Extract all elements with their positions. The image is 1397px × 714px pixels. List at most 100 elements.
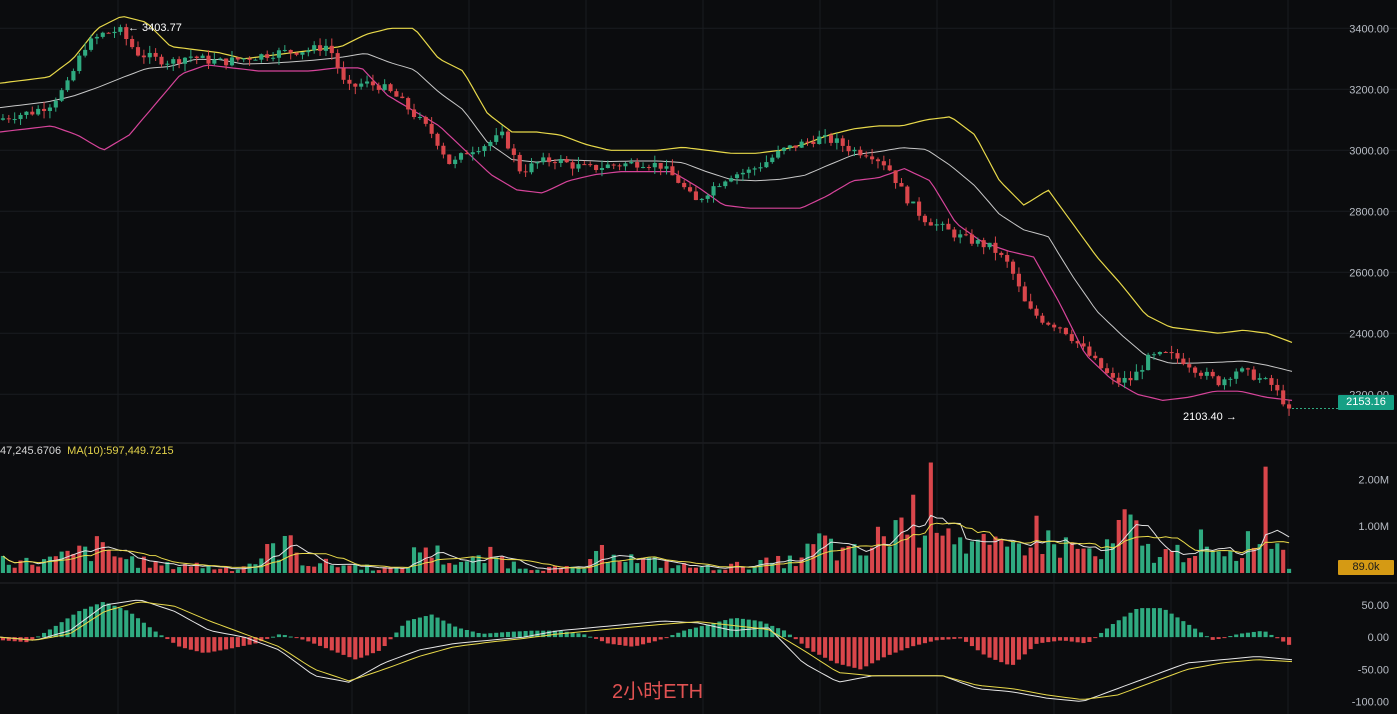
candle-body — [53, 100, 58, 108]
volume-bar — [335, 567, 340, 573]
volume-bar — [1069, 542, 1074, 573]
bollinger-lower-line — [0, 64, 1293, 402]
macd-histogram-bar — [776, 628, 781, 638]
volume-bar — [570, 566, 575, 573]
macd-histogram-bar — [1287, 637, 1292, 645]
candle-body — [1093, 355, 1098, 359]
macd-histogram-bar — [200, 637, 205, 653]
volume-bar — [1187, 558, 1192, 573]
candle-body — [705, 195, 710, 199]
candle-body — [476, 151, 481, 153]
macd-histogram-bar — [975, 637, 980, 651]
volume-bar — [206, 565, 211, 573]
candle-body — [1134, 371, 1139, 381]
volume-bar — [1151, 562, 1157, 573]
volume-bar — [294, 552, 299, 573]
candle-body — [88, 38, 94, 50]
macd-histogram-bar — [958, 637, 963, 639]
volume-bar — [318, 563, 323, 573]
volume-bar — [153, 561, 158, 573]
candle-body — [834, 138, 839, 143]
volume-bar — [1175, 544, 1180, 573]
volume-bar — [65, 550, 70, 573]
candle-body — [911, 201, 916, 204]
candle-body — [864, 155, 869, 157]
candle-body — [194, 56, 199, 59]
volume-ma10-value: MA(10):597,449.7215 — [67, 445, 174, 457]
volume-bar — [958, 537, 963, 573]
candle-body — [770, 157, 775, 163]
candle-body — [664, 166, 669, 169]
volume-bar — [505, 568, 511, 573]
volume-bar — [382, 567, 387, 573]
candle-body — [787, 145, 792, 148]
macd-histogram-bar — [828, 637, 834, 661]
macd-histogram-bar — [106, 603, 111, 638]
candle-body — [464, 153, 469, 155]
candle-body — [594, 164, 599, 170]
macd-histogram-bar — [318, 637, 323, 646]
candle-body — [1245, 368, 1251, 370]
candle-body — [500, 131, 505, 136]
macd-histogram-bar — [905, 637, 910, 649]
macd-histogram-bar — [576, 633, 581, 638]
volume-bar — [864, 555, 869, 573]
candle-body — [282, 49, 287, 51]
volume-bar — [952, 544, 957, 573]
volume-bar — [1040, 554, 1045, 573]
candle-body — [641, 167, 646, 169]
candle-body — [805, 141, 810, 143]
candle-body — [18, 114, 23, 120]
macd-histogram-bar — [1140, 608, 1145, 638]
volume-bar — [858, 555, 863, 573]
volume-bar — [582, 568, 587, 573]
macd-histogram-bar — [852, 637, 857, 668]
volume-bar — [1287, 568, 1292, 573]
macd-histogram-bar — [347, 637, 352, 658]
volume-bar — [323, 558, 328, 573]
volume-bar — [370, 570, 375, 573]
volume-bar — [47, 556, 52, 573]
macd-histogram-bar — [288, 636, 293, 638]
candle-body — [329, 45, 334, 54]
candle-body — [159, 56, 164, 65]
macd-histogram-bar — [746, 619, 751, 638]
price-axis: 3400.00 3200.00 3000.00 2800.00 2600.00 2400.… — [1349, 23, 1389, 708]
candle-body — [1057, 327, 1063, 329]
volume-bar — [599, 544, 605, 573]
candle-body — [858, 149, 863, 156]
candle-body — [1075, 341, 1080, 344]
volume-bar — [36, 566, 41, 573]
volume-bar — [159, 565, 164, 573]
volume-bar — [699, 566, 704, 573]
candle-body — [482, 146, 487, 152]
candle-body — [388, 84, 393, 92]
volume-bar — [911, 494, 916, 573]
macd-histogram-bar — [811, 637, 816, 652]
volume-bar — [535, 569, 540, 573]
volume-bar — [705, 564, 710, 573]
volume-pane[interactable] — [0, 462, 1292, 573]
candle-body — [993, 242, 998, 253]
volume-bar — [682, 563, 687, 573]
macd-histogram-bar — [300, 637, 305, 640]
candle-body — [629, 162, 634, 164]
macd-histogram-bar — [1198, 632, 1204, 638]
macd-histogram-bar — [177, 637, 182, 647]
macd-pane[interactable] — [0, 599, 1293, 702]
macd-histogram-bar — [805, 637, 810, 649]
macd-histogram-bar — [864, 637, 869, 667]
volume-bar — [276, 559, 282, 573]
volume-bar — [887, 546, 892, 573]
macd-histogram-bar — [341, 637, 346, 655]
volume-bar — [476, 555, 481, 573]
candle-body — [12, 119, 17, 121]
candle-body — [781, 147, 787, 151]
price-pane[interactable] — [0, 16, 1338, 416]
macd-histogram-bar — [376, 637, 381, 651]
macd-histogram-bar — [112, 605, 117, 638]
chart-watermark: 2小时ETH — [612, 681, 704, 703]
volume-bar — [934, 532, 939, 573]
volume-bar — [770, 562, 775, 573]
